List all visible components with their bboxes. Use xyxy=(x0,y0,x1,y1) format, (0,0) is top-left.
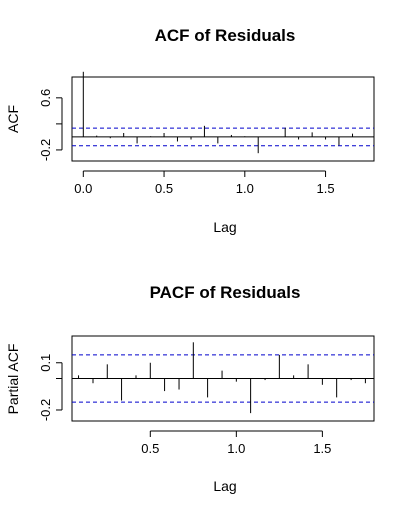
acf-y-tick-label: 0.6 xyxy=(38,89,53,107)
pacf-x-tick-label: 0.5 xyxy=(141,441,159,456)
acf-plot-frame xyxy=(71,76,375,162)
pacf-y-tick-label: 0.1 xyxy=(38,354,53,372)
acf-x-tick-label: 1.5 xyxy=(317,181,335,196)
pacf-x-tick-label: 1.5 xyxy=(313,441,331,456)
acf-y-tick-label: -0.2 xyxy=(38,139,53,161)
pacf-xlabel: Lag xyxy=(213,478,236,494)
acf-x-tick-label: 0.0 xyxy=(74,181,92,196)
pacf-y-tick-label: -0.2 xyxy=(38,399,53,421)
acf-x-tick-label: 1.0 xyxy=(236,181,254,196)
pacf-title: PACF of Residuals xyxy=(150,283,301,302)
acf-panel: ACF of Residuals 0.0 0.5 1.0 1.5 -0.2 0.6 Lag… xyxy=(5,26,375,235)
pacf-panel: PACF of Residuals 0.5 1.0 1.5 -0.2 0.1 Lag P… xyxy=(5,283,375,494)
acf-xlabel: Lag xyxy=(213,219,236,235)
acf-ylabel: ACF xyxy=(5,105,21,133)
pacf-ylabel: Partial ACF xyxy=(5,344,21,415)
pacf-marks: 0.5 1.0 1.5 -0.2 0.1 xyxy=(38,342,374,456)
acf-title: ACF of Residuals xyxy=(155,26,296,45)
acf-marks: 0.0 0.5 1.0 1.5 -0.2 0.6 xyxy=(38,71,374,196)
acf-x-tick-label: 0.5 xyxy=(155,181,173,196)
pacf-x-tick-label: 1.0 xyxy=(227,441,245,456)
